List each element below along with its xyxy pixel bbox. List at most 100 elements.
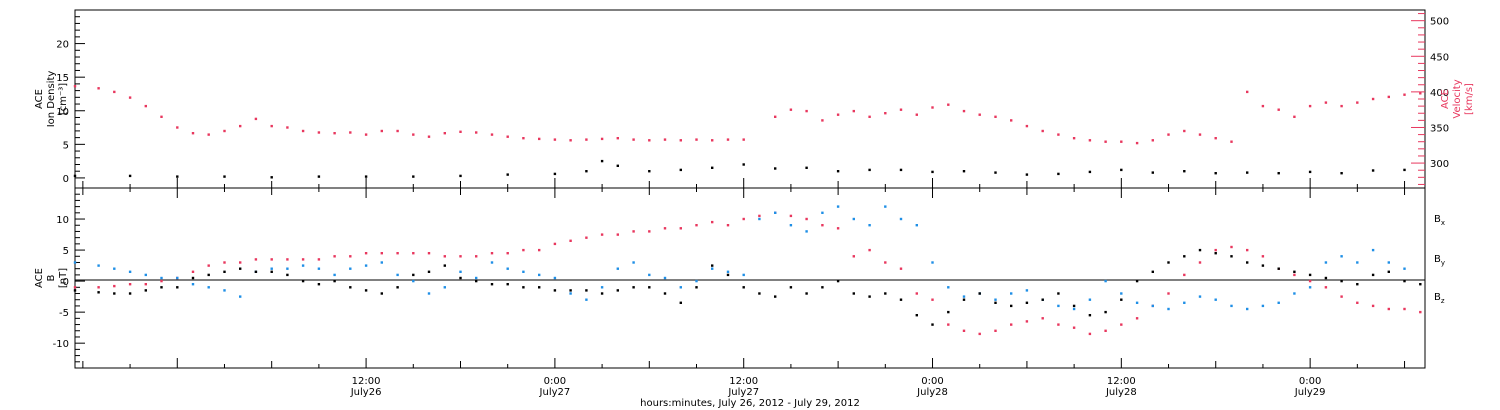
bx-series-point bbox=[978, 292, 981, 295]
density-series-point bbox=[585, 170, 588, 173]
by-series-point bbox=[427, 292, 431, 295]
by-series-point bbox=[1151, 304, 1154, 308]
by-series-point bbox=[884, 205, 887, 208]
bx-series-point bbox=[852, 292, 855, 295]
velocity-tick-label: 400 bbox=[1430, 88, 1449, 99]
bx-series-point bbox=[616, 289, 619, 292]
density-series-point bbox=[176, 175, 179, 178]
by-series-point bbox=[270, 267, 273, 270]
bz-series-point bbox=[994, 329, 997, 332]
density-series-point bbox=[648, 170, 651, 173]
velocity-series-point bbox=[459, 130, 462, 133]
velocity-series-point bbox=[774, 115, 777, 118]
velocity-axis-label-line1: ACE bbox=[1440, 89, 1451, 109]
by-series-point bbox=[1135, 301, 1139, 304]
bz-series-point bbox=[915, 292, 918, 295]
density-series-point bbox=[679, 168, 682, 172]
by-series-point bbox=[836, 205, 840, 208]
bx-series-point bbox=[176, 286, 179, 289]
by-series-point bbox=[553, 276, 557, 280]
bx-series-point bbox=[270, 270, 273, 273]
by-series-point bbox=[679, 286, 682, 289]
bx-series-point bbox=[663, 292, 667, 295]
legend-bz: Bz bbox=[1434, 292, 1445, 305]
bz-series-point bbox=[726, 224, 730, 227]
density-series-point bbox=[931, 170, 934, 174]
bx-series-point bbox=[443, 264, 446, 267]
by-series-point bbox=[632, 261, 635, 264]
velocity-series-point bbox=[1356, 101, 1359, 104]
density-series-point bbox=[1403, 168, 1406, 172]
bz-series-point bbox=[553, 242, 557, 246]
bx-series-point bbox=[1246, 261, 1249, 264]
velocity-series-point bbox=[585, 138, 588, 141]
by-series-point bbox=[380, 261, 383, 264]
velocity-series-point bbox=[144, 104, 147, 108]
velocity-series-point bbox=[223, 129, 226, 133]
time-tick-label: 0:00 bbox=[544, 376, 566, 387]
bz-series-point bbox=[1025, 320, 1029, 323]
density-series-point bbox=[128, 174, 132, 178]
density-series bbox=[73, 159, 1406, 179]
bx-series-point bbox=[805, 292, 808, 295]
time-tick-date: July29 bbox=[1294, 387, 1326, 398]
bx-series-point bbox=[789, 286, 793, 289]
velocity-series-point bbox=[396, 129, 399, 133]
bx-series-point bbox=[317, 283, 321, 286]
b-tick-label: 5 bbox=[63, 246, 69, 257]
velocity-series-point bbox=[852, 109, 855, 113]
velocity-series-point bbox=[1246, 90, 1249, 94]
velocity-series bbox=[73, 85, 1422, 145]
density-series-point bbox=[1214, 172, 1217, 175]
bx-series-point bbox=[254, 270, 258, 273]
density-series-point bbox=[506, 173, 509, 176]
velocity-series-point bbox=[821, 119, 824, 122]
bx-series-point bbox=[427, 270, 431, 273]
bz-series-point bbox=[364, 252, 368, 255]
bx-series-point bbox=[1356, 283, 1359, 286]
by-series-point bbox=[160, 276, 163, 280]
bx-series-point bbox=[711, 264, 714, 267]
bx-series-point bbox=[695, 286, 698, 289]
velocity-series-point bbox=[176, 126, 179, 129]
bx-series-point bbox=[947, 310, 950, 314]
bx-series-point bbox=[538, 286, 541, 289]
velocity-series-point bbox=[1308, 104, 1312, 108]
density-series-point bbox=[364, 175, 368, 178]
velocity-series-point bbox=[1403, 93, 1406, 96]
bz-series-point bbox=[522, 248, 525, 252]
bz-series-point bbox=[396, 252, 399, 255]
bz-series-point bbox=[695, 224, 698, 227]
by-series-point bbox=[1025, 289, 1029, 292]
bx-series-point bbox=[600, 292, 604, 295]
bx-series-point bbox=[1151, 270, 1154, 273]
legend-by-label: B bbox=[1434, 254, 1441, 265]
legend-bz-sub: z bbox=[1441, 297, 1445, 305]
by-series-point bbox=[1088, 298, 1092, 301]
by-series-point bbox=[915, 224, 918, 227]
by-series-point bbox=[506, 267, 509, 270]
density-tick-label: 20 bbox=[56, 40, 69, 51]
bx-series-point bbox=[475, 279, 478, 283]
b-axis-label-line1: ACE bbox=[34, 268, 45, 288]
bz-series-point bbox=[868, 248, 871, 252]
bz-series-point bbox=[600, 233, 604, 236]
by-series-point bbox=[852, 217, 855, 221]
by-series-point bbox=[1308, 286, 1312, 289]
bz-series-point bbox=[1293, 273, 1296, 277]
bx-series-point bbox=[349, 286, 352, 289]
bz-series-point bbox=[679, 227, 682, 230]
bx-series-point bbox=[1167, 261, 1170, 264]
time-tick-label: 12:00 bbox=[352, 376, 381, 387]
b-tick-label: -10 bbox=[53, 339, 69, 350]
velocity-series-point bbox=[931, 106, 934, 109]
axis-ticks: 05101520300350400450500-10-5051012:00Jul… bbox=[53, 13, 1449, 398]
velocity-series-point bbox=[1277, 108, 1280, 111]
velocity-series-point bbox=[270, 124, 273, 128]
by-series-point bbox=[868, 224, 871, 227]
bx-series-point bbox=[1324, 276, 1328, 280]
b-axis-label-line2: B bbox=[46, 274, 57, 281]
time-tick-label: 0:00 bbox=[921, 376, 943, 387]
bz-series-point bbox=[475, 255, 478, 258]
